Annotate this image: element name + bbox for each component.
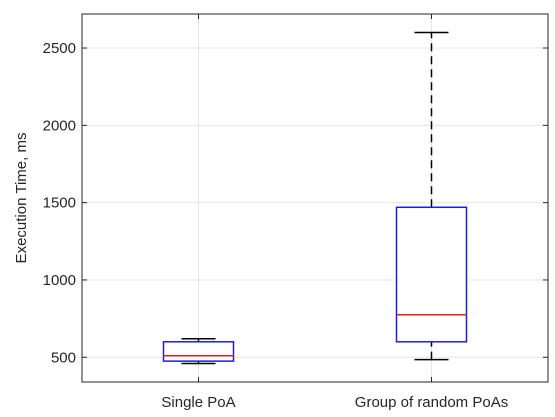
- y-tick-label: 1500: [43, 195, 76, 212]
- y-axis-title: Execution Time, ms: [13, 133, 30, 264]
- x-axis-ticks: Single PoA Group of random PoAs: [161, 14, 508, 411]
- x-tick-label: Group of random PoAs: [355, 394, 508, 411]
- grid-lines: [82, 14, 548, 382]
- box-plot-group: [162, 337, 235, 365]
- x-tick-label: Single PoA: [161, 394, 235, 411]
- y-tick-label: 2000: [43, 117, 76, 134]
- box-plots: [162, 31, 468, 365]
- box-plot-group: [395, 31, 468, 361]
- y-tick-label: 1000: [43, 272, 76, 289]
- iqr-box: [395, 206, 468, 343]
- y-axis-ticks: 500 1000 1500 2000 2500: [43, 40, 548, 366]
- y-tick-label: 2500: [43, 40, 76, 57]
- plot-area-frame: [81, 13, 549, 383]
- y-tick-label: 500: [51, 349, 76, 366]
- iqr-box: [162, 341, 235, 362]
